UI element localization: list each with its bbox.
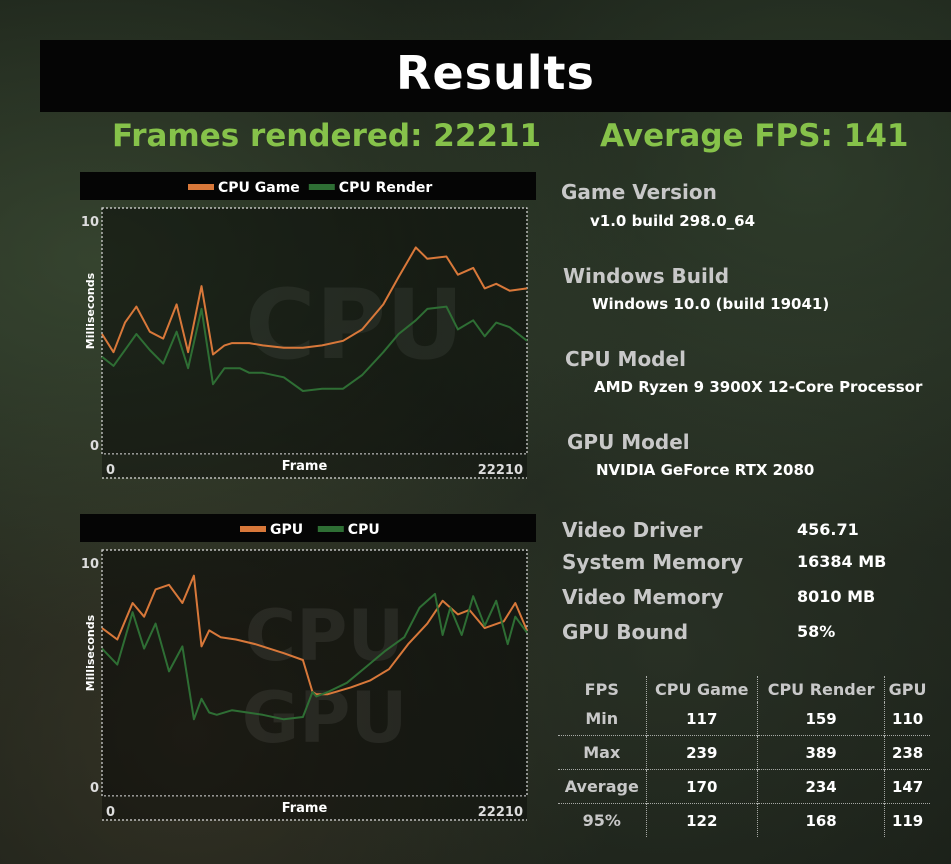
table-header-row: FPS CPU Game CPU Render GPU xyxy=(558,676,930,702)
frames-rendered-stat: Frames rendered: 22211 xyxy=(112,118,542,154)
chart-watermark: GPU xyxy=(242,677,408,759)
video-memory-value: 8010 MB xyxy=(797,587,876,606)
legend-swatch xyxy=(317,526,344,532)
video-driver-value: 456.71 xyxy=(797,520,859,539)
series-line-cpu xyxy=(101,592,528,721)
gpu-cpu-frametime-chart: CPU GPU 10 0 0 22210 Frame Milliseconds GPU CPU xyxy=(80,514,536,826)
table-cell: 239 xyxy=(645,735,758,770)
y-tick-label-min: 0 xyxy=(90,439,99,454)
legend-entry: CPU Render xyxy=(339,180,433,196)
results-banner: Results xyxy=(40,40,951,112)
row-label-95-percent: 95% xyxy=(558,803,647,837)
video-driver-label: Video Driver xyxy=(562,518,703,542)
legend-swatch xyxy=(308,184,335,190)
gpu-bound-value: 58% xyxy=(797,622,836,641)
table-row: Max 239 389 238 xyxy=(558,735,930,770)
game-version-label: Game Version xyxy=(561,180,717,204)
gpu-bound-label: GPU Bound xyxy=(562,620,689,644)
x-axis-strip xyxy=(102,796,527,820)
x-axis-label: Frame xyxy=(282,801,328,816)
legend-swatch xyxy=(188,184,214,190)
table-cell: 159 xyxy=(756,702,885,736)
table-cell: 110 xyxy=(884,702,930,736)
gpu-model-label: GPU Model xyxy=(567,430,690,454)
cpu-model-value: AMD Ryzen 9 3900X 12-Core Processor xyxy=(594,378,923,396)
row-label-average: Average xyxy=(558,769,647,804)
legend-entry: CPU Game xyxy=(218,180,300,196)
legend-swatch xyxy=(240,526,266,532)
plot-area xyxy=(102,208,527,454)
y-tick-label-max: 10 xyxy=(81,215,99,230)
table-cell: 238 xyxy=(884,735,930,770)
plot-frame xyxy=(101,549,528,797)
table-cell: 122 xyxy=(645,803,758,837)
series-line-cpu-game xyxy=(101,246,528,356)
page-title: Results xyxy=(396,46,595,100)
table-header-gpu: GPU xyxy=(884,676,930,702)
series-line-cpu-render xyxy=(101,305,528,392)
table-cell: 170 xyxy=(645,769,758,804)
x-axis-label: Frame xyxy=(282,459,328,474)
plot-frame xyxy=(101,207,528,455)
table-cell: 147 xyxy=(884,769,930,804)
system-memory-value: 16384 MB xyxy=(797,552,887,571)
table-cell: 389 xyxy=(756,735,885,770)
gpu-model-value: NVIDIA GeForce RTX 2080 xyxy=(596,461,815,479)
y-axis-label: Milliseconds xyxy=(84,614,97,691)
table-row: Average 170 234 147 xyxy=(558,769,930,804)
table-cell: 117 xyxy=(645,702,758,736)
x-tick-label-max: 22210 xyxy=(478,463,523,478)
legend-entry: GPU xyxy=(270,522,303,538)
table-cell: 119 xyxy=(884,803,930,837)
system-memory-label: System Memory xyxy=(562,550,744,574)
x-axis-strip xyxy=(102,454,527,478)
table-header-cpu-render: CPU Render xyxy=(756,676,885,702)
x-tick-label-min: 0 xyxy=(106,463,115,478)
windows-build-value: Windows 10.0 (build 19041) xyxy=(592,295,830,313)
y-tick-label-max: 10 xyxy=(81,557,99,572)
y-axis-label: Milliseconds xyxy=(84,272,97,349)
table-cell: 234 xyxy=(756,769,885,804)
video-memory-label: Video Memory xyxy=(562,585,724,609)
game-version-value: v1.0 build 298.0_64 xyxy=(590,212,756,230)
table-cell: 168 xyxy=(756,803,885,837)
chart-watermark: CPU xyxy=(245,595,405,677)
table-header-fps: FPS xyxy=(584,679,619,699)
average-fps-stat: Average FPS: 141 xyxy=(600,118,909,154)
table-header-cpu-game: CPU Game xyxy=(645,676,758,702)
fps-summary-table: FPS CPU Game CPU Render GPU Min 117 159 … xyxy=(558,676,930,837)
legend-background xyxy=(80,514,536,542)
windows-build-label: Windows Build xyxy=(563,264,730,288)
legend-background xyxy=(80,172,536,200)
x-tick-label-min: 0 xyxy=(106,805,115,820)
chart-svg: CPU 10 00 22210 Frame Milliseconds CPU Game CPU… xyxy=(80,172,536,479)
y-tick-label-min: 0 xyxy=(90,781,99,796)
chart-watermark: CPU xyxy=(245,269,464,381)
legend-entry: CPU xyxy=(348,522,380,538)
row-label-min: Min xyxy=(585,709,619,728)
table-row: Min 117 159 110 xyxy=(558,702,930,736)
series-line-gpu xyxy=(101,574,528,696)
table-row: 95% 122 168 119 xyxy=(558,803,930,837)
cpu-model-label: CPU Model xyxy=(565,347,686,371)
x-tick-label-max: 22210 xyxy=(478,805,523,820)
cpu-frametime-chart: CPU 10 0 0 22210 Frame Milliseconds CPU Game CPU… xyxy=(80,172,536,484)
row-label-max: Max xyxy=(558,735,647,770)
